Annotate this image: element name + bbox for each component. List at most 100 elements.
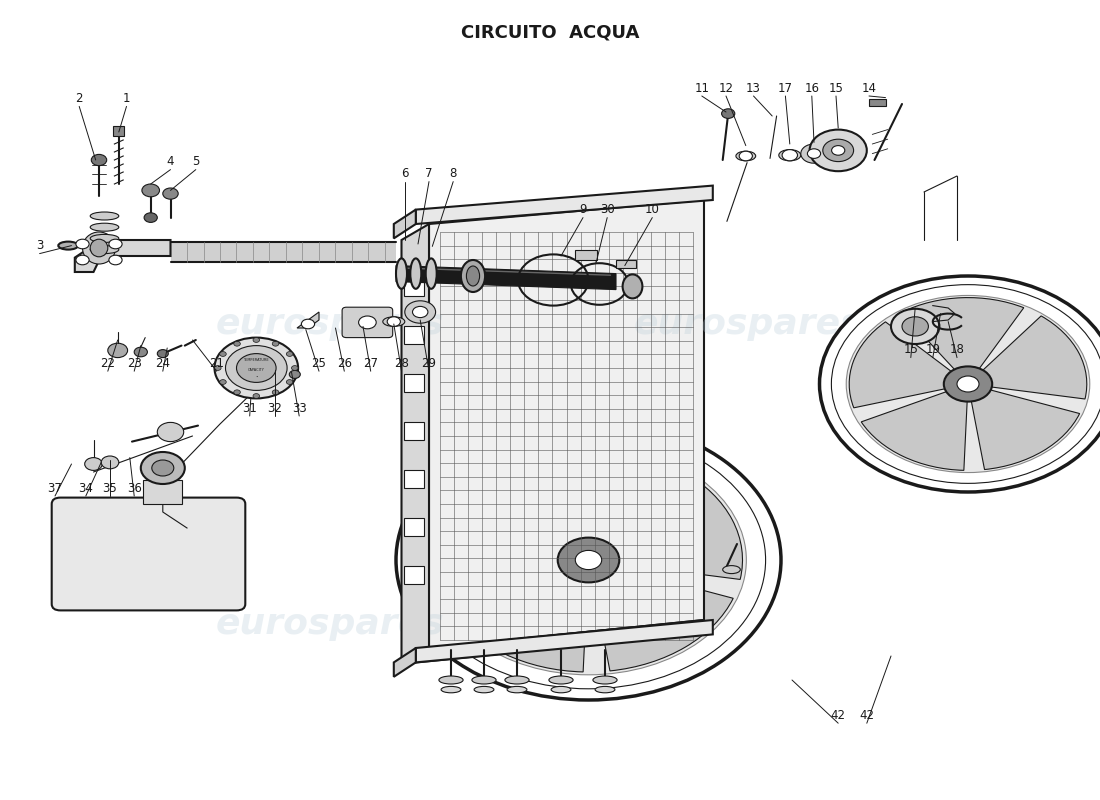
Circle shape (142, 184, 160, 197)
Ellipse shape (90, 212, 119, 220)
Bar (404, 518, 424, 536)
Circle shape (575, 550, 602, 570)
Circle shape (163, 188, 178, 199)
Circle shape (832, 146, 845, 155)
Wedge shape (968, 316, 1087, 399)
Circle shape (141, 452, 185, 484)
Text: 7: 7 (426, 167, 432, 180)
Ellipse shape (90, 234, 119, 242)
Text: CAPACITY: CAPACITY (248, 367, 265, 371)
Text: TEMPERATURE: TEMPERATURE (243, 358, 270, 362)
Circle shape (286, 380, 293, 385)
Text: 25: 25 (311, 357, 327, 370)
Circle shape (286, 352, 293, 357)
Circle shape (387, 317, 400, 326)
Circle shape (226, 346, 287, 390)
Circle shape (134, 347, 147, 357)
Wedge shape (968, 384, 1079, 470)
Ellipse shape (90, 246, 119, 254)
Text: 28: 28 (394, 357, 409, 370)
Text: 15: 15 (828, 82, 844, 94)
Bar (143, 480, 182, 504)
Text: 6: 6 (402, 167, 408, 180)
Circle shape (101, 456, 119, 469)
Polygon shape (429, 200, 704, 648)
Circle shape (902, 317, 928, 336)
Circle shape (810, 130, 867, 171)
Text: 21: 21 (209, 357, 224, 370)
Ellipse shape (426, 258, 437, 289)
Text: 15: 15 (903, 343, 918, 356)
Circle shape (152, 460, 174, 476)
Ellipse shape (549, 676, 573, 684)
Circle shape (301, 319, 315, 329)
Ellipse shape (779, 150, 801, 161)
Text: 22: 22 (100, 357, 116, 370)
Text: 2: 2 (76, 92, 82, 105)
Circle shape (359, 316, 376, 329)
Wedge shape (588, 560, 734, 671)
Circle shape (807, 149, 821, 158)
Bar (404, 326, 424, 344)
Ellipse shape (472, 676, 496, 684)
Text: 17: 17 (778, 82, 793, 94)
Text: 29: 29 (421, 357, 437, 370)
Wedge shape (902, 298, 1024, 384)
Circle shape (109, 255, 122, 265)
Polygon shape (170, 242, 396, 262)
Bar (616, 260, 636, 268)
Circle shape (944, 366, 992, 402)
Text: eurospares: eurospares (216, 307, 444, 341)
Circle shape (85, 458, 102, 470)
Circle shape (267, 366, 283, 378)
Text: 10: 10 (645, 203, 660, 216)
Text: 1: 1 (123, 92, 130, 105)
Circle shape (891, 309, 939, 344)
Ellipse shape (441, 686, 461, 693)
Circle shape (233, 342, 241, 346)
Circle shape (558, 538, 619, 582)
Ellipse shape (439, 676, 463, 684)
Text: 23: 23 (126, 357, 142, 370)
Polygon shape (297, 312, 319, 328)
Circle shape (253, 338, 260, 342)
Circle shape (214, 338, 298, 398)
Circle shape (76, 255, 89, 265)
Text: 8: 8 (450, 167, 456, 180)
Circle shape (273, 342, 279, 346)
Bar (404, 470, 424, 488)
Circle shape (739, 151, 752, 161)
Circle shape (220, 379, 227, 384)
Circle shape (411, 431, 766, 689)
Wedge shape (588, 472, 742, 579)
Circle shape (214, 366, 221, 370)
Ellipse shape (623, 274, 642, 298)
Polygon shape (75, 240, 170, 272)
Text: CIRCUITO  ACQUA: CIRCUITO ACQUA (461, 23, 639, 41)
Circle shape (273, 390, 279, 394)
Circle shape (109, 239, 122, 249)
Wedge shape (861, 384, 968, 470)
Ellipse shape (383, 317, 405, 326)
Text: 13: 13 (746, 82, 761, 94)
Text: 3: 3 (36, 239, 43, 252)
Ellipse shape (461, 260, 485, 292)
Text: 37: 37 (47, 482, 63, 494)
Circle shape (412, 306, 428, 318)
Text: 27: 27 (363, 357, 378, 370)
Circle shape (292, 366, 298, 370)
Text: 4: 4 (167, 155, 174, 168)
FancyBboxPatch shape (52, 498, 245, 610)
Circle shape (722, 109, 735, 118)
Ellipse shape (466, 266, 480, 286)
Circle shape (782, 150, 797, 161)
Circle shape (233, 390, 240, 394)
Bar (404, 374, 424, 392)
Bar (404, 422, 424, 440)
Circle shape (108, 343, 128, 358)
Bar (404, 566, 424, 584)
Polygon shape (416, 186, 713, 224)
Text: •: • (255, 375, 257, 379)
Text: 42: 42 (859, 709, 874, 722)
Polygon shape (402, 620, 704, 664)
